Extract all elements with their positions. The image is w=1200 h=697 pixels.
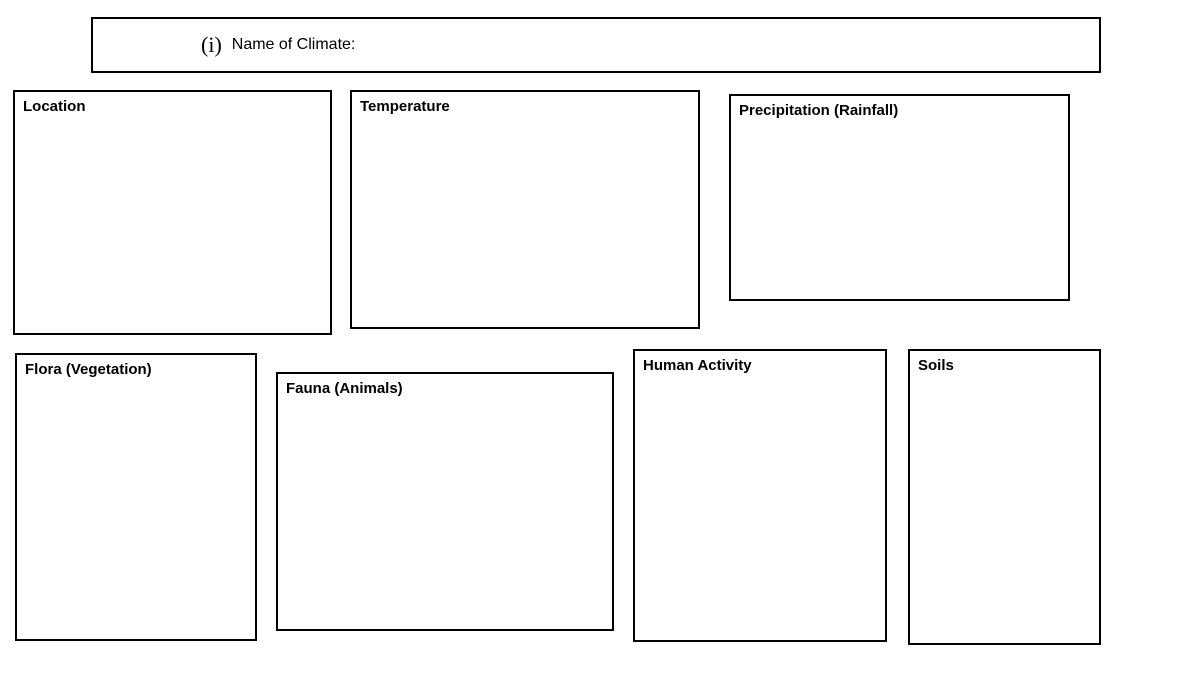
location-box: Location [13, 90, 332, 335]
flora-box: Flora (Vegetation) [15, 353, 257, 641]
header-box: (i) Name of Climate: [91, 17, 1101, 73]
fauna-box: Fauna (Animals) [276, 372, 614, 631]
fauna-label: Fauna (Animals) [286, 380, 403, 397]
temperature-label: Temperature [360, 98, 450, 115]
header-label: Name of Climate: [232, 36, 356, 54]
location-label: Location [23, 98, 86, 115]
precipitation-box: Precipitation (Rainfall) [729, 94, 1070, 301]
human-activity-box: Human Activity [633, 349, 887, 642]
precipitation-label: Precipitation (Rainfall) [739, 102, 898, 119]
soils-box: Soils [908, 349, 1101, 645]
human-activity-label: Human Activity [643, 357, 752, 374]
soils-label: Soils [918, 357, 954, 374]
temperature-box: Temperature [350, 90, 700, 329]
flora-label: Flora (Vegetation) [25, 361, 152, 378]
header-numeral: (i) [201, 32, 222, 58]
